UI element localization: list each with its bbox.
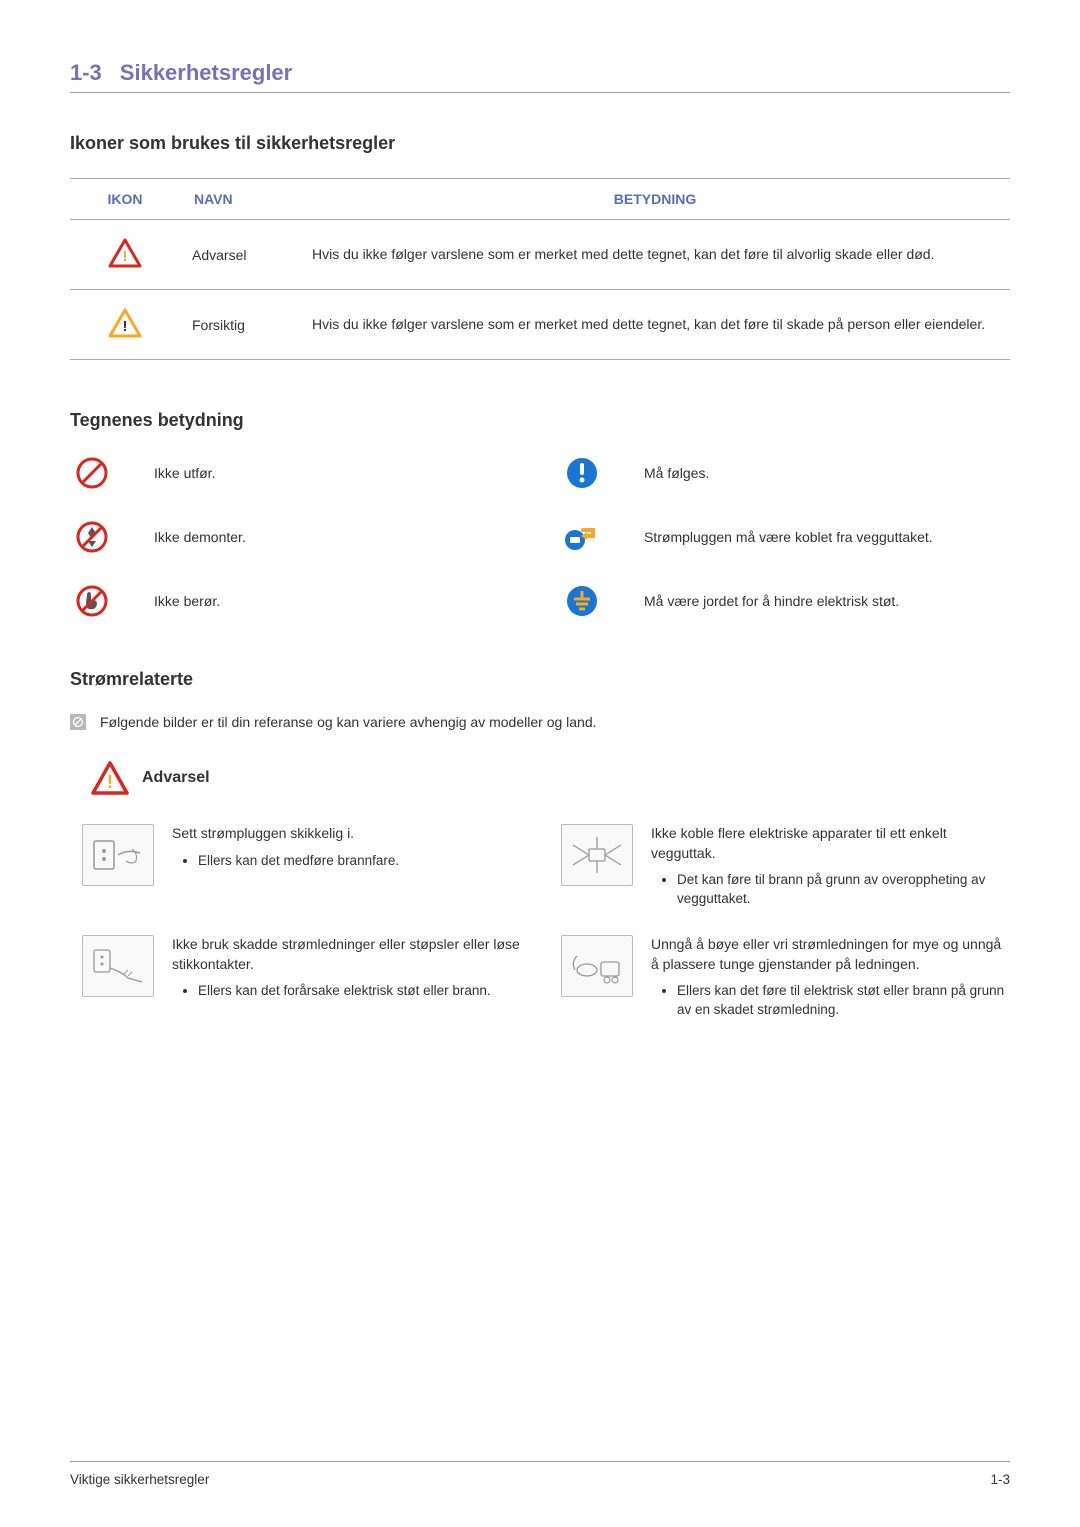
no-disassemble-icon (74, 519, 110, 555)
sign-label: Må være jordet for å hindre elektrisk st… (644, 593, 899, 609)
advarsel-label: Advarsel (142, 769, 210, 787)
sign-label: Ikke utfør. (154, 465, 215, 481)
caution-icon-cell: ! (70, 290, 180, 360)
multi-outlet-illustration (561, 824, 633, 886)
icon-table: IKON NAVN BETYDNING ! Advarsel Hvis du i… (70, 178, 1010, 360)
plug-insert-illustration (82, 824, 154, 886)
sign-item: Må følges. (560, 455, 1010, 491)
page-footer: Viktige sikkerhetsregler 1-3 (70, 1461, 1010, 1487)
row-name: Advarsel (180, 220, 300, 290)
prohibit-icon (74, 455, 110, 491)
sign-item: Strømpluggen må være koblet fra veggutta… (560, 519, 1010, 555)
no-touch-icon (74, 583, 110, 619)
power-item: Ikke bruk skadde strømledninger eller st… (82, 935, 531, 1020)
table-row: ! Advarsel Hvis du ikke følger varslene … (70, 220, 1010, 290)
subheading-power: Strømrelaterte (70, 669, 1010, 690)
warning-triangle-red-icon: ! (90, 760, 130, 796)
bend-cord-illustration (561, 935, 633, 997)
subheading-icons: Ikoner som brukes til sikkerhetsregler (70, 133, 1010, 154)
power-item: Ikke koble flere elektriske apparater ti… (561, 824, 1010, 909)
power-headline: Unngå å bøye eller vri strømledningen fo… (651, 935, 1010, 974)
section-number: 1-3 (70, 60, 102, 85)
unplug-icon (563, 522, 601, 552)
table-row: ! Forsiktig Hvis du ikke følger varslene… (70, 290, 1010, 360)
sign-label: Ikke demonter. (154, 529, 246, 545)
sign-item: Ikke demonter. (70, 519, 520, 555)
svg-text:!: ! (123, 248, 128, 265)
must-follow-icon (564, 455, 600, 491)
ground-icon (564, 583, 600, 619)
note-icon (70, 714, 86, 730)
row-meaning: Hvis du ikke følger varslene som er merk… (300, 220, 1010, 290)
power-bullet: Ellers kan det medføre brannfare. (198, 852, 399, 871)
note-text: Følgende bilder er til din referanse og … (100, 714, 597, 730)
damaged-cord-illustration (82, 935, 154, 997)
signs-grid: Ikke utfør. Må følges. Ikke demonter. (70, 455, 1010, 619)
svg-text:!: ! (107, 772, 113, 792)
row-name: Forsiktig (180, 290, 300, 360)
section-heading: 1-3 Sikkerhetsregler (70, 60, 1010, 93)
sign-label: Ikke berør. (154, 593, 220, 609)
sign-item: Ikke berør. (70, 583, 520, 619)
table-header-row: IKON NAVN BETYDNING (70, 179, 1010, 220)
power-bullet: Ellers kan det forårsake elektrisk støt … (198, 982, 531, 1001)
power-bullet: Ellers kan det føre til elektrisk støt e… (677, 982, 1010, 1020)
power-headline: Ikke bruk skadde strømledninger eller st… (172, 935, 531, 974)
footer-left: Viktige sikkerhetsregler (70, 1472, 209, 1487)
power-item: Sett strømpluggen skikkelig i. Ellers ka… (82, 824, 531, 909)
power-grid: Sett strømpluggen skikkelig i. Ellers ka… (70, 824, 1010, 1020)
warning-triangle-red-icon: ! (108, 238, 142, 268)
warning-icon-cell: ! (70, 220, 180, 290)
sign-label: Må følges. (644, 465, 709, 481)
sign-item: Ikke utfør. (70, 455, 520, 491)
section-title-text: Sikkerhetsregler (120, 60, 292, 85)
col-name: NAVN (180, 179, 300, 220)
power-headline: Sett strømpluggen skikkelig i. (172, 824, 399, 844)
col-meaning: BETYDNING (300, 179, 1010, 220)
sign-item: Må være jordet for å hindre elektrisk st… (560, 583, 1010, 619)
note-row: Følgende bilder er til din referanse og … (70, 714, 1010, 730)
power-bullet: Det kan føre til brann på grunn av overo… (677, 871, 1010, 909)
sign-label: Strømpluggen må være koblet fra veggutta… (644, 529, 933, 545)
subheading-signs: Tegnenes betydning (70, 410, 1010, 431)
caution-triangle-yellow-icon: ! (108, 308, 142, 338)
power-item: Unngå å bøye eller vri strømledningen fo… (561, 935, 1010, 1020)
power-headline: Ikke koble flere elektriske apparater ti… (651, 824, 1010, 863)
advarsel-header: ! Advarsel (70, 760, 1010, 796)
row-meaning: Hvis du ikke følger varslene som er merk… (300, 290, 1010, 360)
svg-text:!: ! (123, 318, 128, 335)
footer-right: 1-3 (990, 1472, 1010, 1487)
col-icon: IKON (70, 179, 180, 220)
